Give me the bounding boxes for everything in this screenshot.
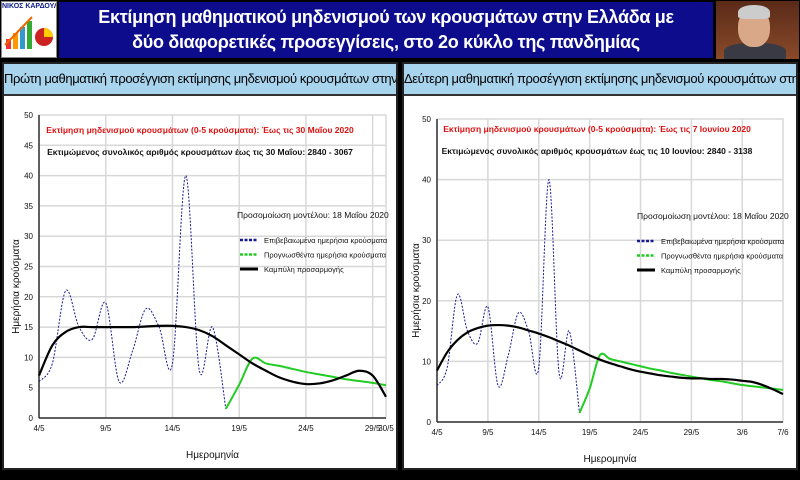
panel-title: Πρώτη μαθηματική προσέγγιση εκτίμησης μη… [4, 64, 396, 96]
y-tick-label: 10 [24, 353, 33, 362]
y-tick-label: 5 [29, 384, 34, 393]
x-tick-label: 7/6 [777, 428, 789, 437]
series-line-solid [578, 352, 784, 414]
legend-entry: Επιβεβαιωμένα ημερήσια κρούσματα [661, 237, 785, 246]
x-tick-label: 9/5 [100, 424, 112, 433]
y-tick-label: 45 [24, 141, 33, 150]
legend-entry: Προγνωσθέντα ημερήσια κρούσματα [661, 252, 784, 261]
y-tick-label: 30 [422, 236, 431, 245]
x-tick-label: 24/5 [298, 424, 314, 433]
series-line-dashed [436, 179, 580, 413]
series-line-thick [436, 323, 784, 396]
y-tick-label: 0 [29, 414, 34, 423]
panel-title: Δεύτερη μαθηματική προσέγγιση εκτίμησης … [404, 64, 796, 96]
x-axis-label: Ημερομηνία [186, 449, 239, 461]
logo-chart-graphic [4, 16, 53, 49]
y-tick-label: 40 [422, 176, 431, 185]
x-tick-label: 14/5 [531, 428, 547, 437]
plot-area [436, 118, 784, 423]
logo-name: ΝΙΚΟΣ ΚΑΡΔΟΥΛΑΣ [2, 3, 56, 10]
x-tick-label: 4/5 [431, 428, 443, 437]
y-tick-label: 20 [24, 293, 33, 302]
legend-entry: Προγνωσθέντα ημερήσια κρούσματα [264, 251, 387, 260]
author-photo [716, 1, 799, 59]
x-tick-label: 29/5 [684, 428, 700, 437]
annotation-total-estimate: Εκτιμώμενος συνολικός αριθμός κρουσμάτων… [442, 146, 753, 156]
y-axis-label: Ημερήσια κρούσματα [410, 243, 422, 338]
y-tick-label: 20 [422, 297, 431, 306]
y-tick-label: 15 [24, 323, 33, 332]
x-tick-label: 14/5 [165, 424, 181, 433]
annotation-model-date: Προσομοίωση μοντέλου: 18 Μαΐου 2020 [637, 211, 789, 221]
y-tick-label: 35 [24, 202, 33, 211]
y-axis-label: Ημερήσια κρούσματα [10, 239, 22, 334]
annotation-total-estimate: Εκτιμώμενος συνολικός αριθμός κρουσμάτων… [47, 147, 353, 157]
annotation-zero-estimate: Εκτίμηση μηδενισμού κρουσμάτων (0-5 κρού… [443, 124, 751, 134]
page-title: Εκτίμηση μαθηματικού μηδενισμού των κρου… [59, 2, 713, 58]
series-line-solid [224, 356, 387, 410]
y-tick-label: 40 [24, 172, 33, 181]
x-tick-label: 30/5 [378, 424, 394, 433]
annotation-zero-estimate: Εκτίμηση μηδενισμού κρουσμάτων (0-5 κρού… [46, 125, 354, 135]
x-tick-label: 19/5 [231, 424, 247, 433]
y-tick-label: 0 [427, 418, 432, 427]
x-tick-label: 24/5 [633, 428, 649, 437]
chart-first-approach: 0 5 10 15 20 25 30 35 40 45 50 4/5 9/5 14/5 19/5 24/5 29… [10, 111, 394, 461]
legend-entry: Επιβεβαιωμένα ημερήσια κρούσματα [264, 236, 388, 245]
annotation-model-date: Προσομοίωση μοντέλου: 18 Μαΐου 2020 [237, 210, 389, 220]
title-line-1: Εκτίμηση μαθηματικού μηδενισμού των κρου… [98, 7, 674, 27]
chart-panel-second: Δεύτερη μαθηματική προσέγγιση εκτίμησης … [402, 62, 798, 470]
y-tick-label: 50 [24, 111, 33, 120]
legend-entry: Καμπύλη προσαρμογής [661, 266, 741, 275]
y-tick-label: 50 [422, 115, 431, 124]
y-tick-label: 30 [24, 232, 33, 241]
x-tick-label: 29/5 [365, 424, 381, 433]
x-tick-label: 9/5 [482, 428, 494, 437]
series-line-thick [37, 324, 387, 398]
title-line-2: δύο διαφορετικές προσεγγίσεις, στο 2ο κύ… [132, 32, 640, 52]
y-tick-label: 10 [422, 357, 431, 366]
chart-second-approach: 0 10 20 30 40 50 4/5 9/5 14/5 19/5 24/5 29/5 3/6 7/6 Η… [410, 115, 789, 465]
x-tick-label: 4/5 [33, 424, 45, 433]
x-axis-label: Ημερομηνία [583, 453, 636, 465]
x-tick-label: 3/6 [737, 428, 749, 437]
legend-entry: Καμπύλη προσαρμογής [264, 265, 344, 274]
y-tick-label: 25 [24, 263, 33, 272]
chart-panel-first: Πρώτη μαθηματική προσέγγιση εκτίμησης μη… [2, 62, 398, 470]
x-tick-label: 19/5 [582, 428, 598, 437]
logo: ΝΙΚΟΣ ΚΑΡΔΟΥΛΑΣ [1, 1, 57, 58]
